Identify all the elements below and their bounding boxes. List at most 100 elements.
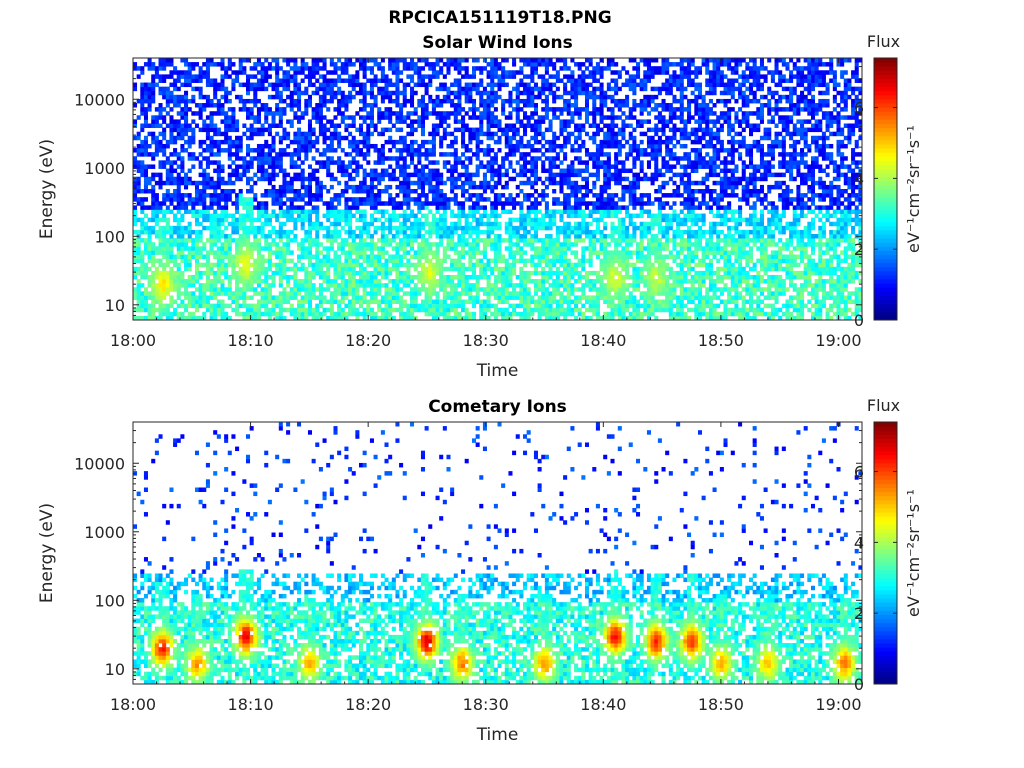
spectrogram-cell [322, 311, 327, 317]
spectrogram-cell [293, 98, 298, 104]
spectrogram-cell [486, 74, 491, 79]
spectrogram-cell [231, 225, 236, 231]
spectrogram-cell [300, 90, 305, 96]
spectrogram-cell [362, 213, 367, 219]
spectrogram-cell [260, 66, 265, 71]
spectrogram-cell [180, 127, 185, 133]
spectrogram-cell [184, 225, 189, 231]
spectrogram-cell [238, 246, 243, 251]
spectrogram-cell [493, 168, 498, 174]
spectrogram-cell [253, 90, 258, 96]
spectrogram-cell [508, 246, 513, 251]
spectrogram-cell [464, 176, 469, 182]
spectrogram-cell [402, 143, 407, 149]
spectrogram-cell [176, 189, 181, 194]
spectrogram-cell [162, 160, 167, 165]
spectrogram-cell [249, 283, 254, 288]
spectrogram-cell [369, 279, 374, 284]
spectrogram-cell [475, 66, 480, 71]
spectrogram-cell [235, 225, 240, 231]
spectrogram-cell [176, 274, 181, 280]
spectrogram-cell [235, 164, 240, 169]
spectrogram-cell [249, 205, 254, 210]
spectrogram-cell [475, 242, 480, 247]
spectrogram-cell [246, 176, 251, 182]
spectrogram-cell [307, 250, 312, 255]
spectrogram-cell [413, 172, 418, 178]
spectrogram-cell [501, 258, 506, 264]
spectrogram-cell [176, 123, 181, 128]
spectrogram-cell [482, 103, 487, 108]
spectrogram-cell [544, 311, 549, 317]
spectrogram-cell [475, 295, 480, 300]
spectrogram-cell [249, 287, 254, 292]
spectrogram-cell [158, 283, 163, 288]
spectrogram-cell [231, 307, 236, 313]
spectrogram-cell [326, 98, 331, 104]
spectrogram-cell [552, 299, 557, 305]
spectrogram-cell [395, 299, 400, 305]
spectrogram-cell [533, 148, 538, 153]
spectrogram-cell [358, 90, 364, 96]
spectrogram-cell [227, 250, 232, 255]
spectrogram-cell [490, 62, 495, 67]
spectrogram-cell [497, 213, 502, 219]
spectrogram-cell [388, 229, 393, 235]
spectrogram-cell [318, 197, 323, 202]
spectrogram-cell [366, 258, 371, 264]
spectrogram-cell [508, 242, 513, 247]
spectrogram-cell [457, 94, 462, 100]
spectrogram-cell [194, 279, 200, 284]
spectrogram-cell [194, 123, 200, 128]
spectrogram-cell [431, 189, 436, 194]
spectrogram-cell [450, 262, 455, 268]
spectrogram-cell [256, 217, 261, 223]
spectrogram-cell [307, 254, 312, 259]
spectrogram-cell [333, 262, 338, 268]
spectrogram-cell [227, 135, 232, 141]
spectrogram-cell [315, 115, 320, 120]
spectrogram-cell [264, 160, 269, 165]
spectrogram-cell [515, 295, 520, 300]
spectrogram-cell [471, 217, 477, 223]
spectrogram-cell [541, 62, 546, 67]
spectrogram-cell [391, 266, 396, 272]
spectrogram-cell [180, 246, 185, 251]
spectrogram-cell [267, 254, 272, 259]
spectrogram-cell [439, 213, 444, 219]
spectrogram-cell [497, 86, 502, 92]
spectrogram-cell [482, 238, 487, 243]
spectrogram-cell [377, 217, 382, 223]
spectrogram-cell [256, 107, 261, 112]
spectrogram-cell [143, 176, 148, 182]
spectrogram-cell [289, 160, 294, 165]
spectrogram-cell [351, 283, 356, 288]
spectrogram-cell [231, 86, 236, 92]
spectrogram-cell [224, 311, 229, 317]
spectrogram-cell [209, 111, 214, 116]
spectrogram-cell [530, 156, 535, 161]
spectrogram-cell [344, 58, 349, 63]
spectrogram-cell [417, 250, 422, 255]
spectrogram-cell [417, 58, 422, 63]
spectrogram-cell [442, 62, 447, 67]
spectrogram-cell [555, 250, 560, 255]
spectrogram-cell [482, 107, 487, 112]
spectrogram-cell [541, 131, 546, 137]
spectrogram-cell [235, 197, 240, 202]
spectrogram-cell [286, 258, 291, 264]
spectrogram-cell [497, 254, 502, 259]
spectrogram-cell [256, 246, 261, 251]
spectrogram-cell [497, 201, 502, 206]
spectrogram-cell [366, 311, 371, 317]
spectrogram-cell [399, 258, 404, 264]
spectrogram-cell [348, 160, 353, 165]
spectrogram-cell [544, 176, 549, 182]
spectrogram-cell [424, 172, 429, 178]
spectrogram-cell [369, 221, 374, 227]
spectrogram-cell [216, 164, 221, 169]
spectrogram-cell [286, 234, 291, 239]
spectrogram-cell [151, 86, 156, 92]
spectrogram-cell [373, 197, 378, 202]
spectrogram-cell [180, 180, 185, 186]
